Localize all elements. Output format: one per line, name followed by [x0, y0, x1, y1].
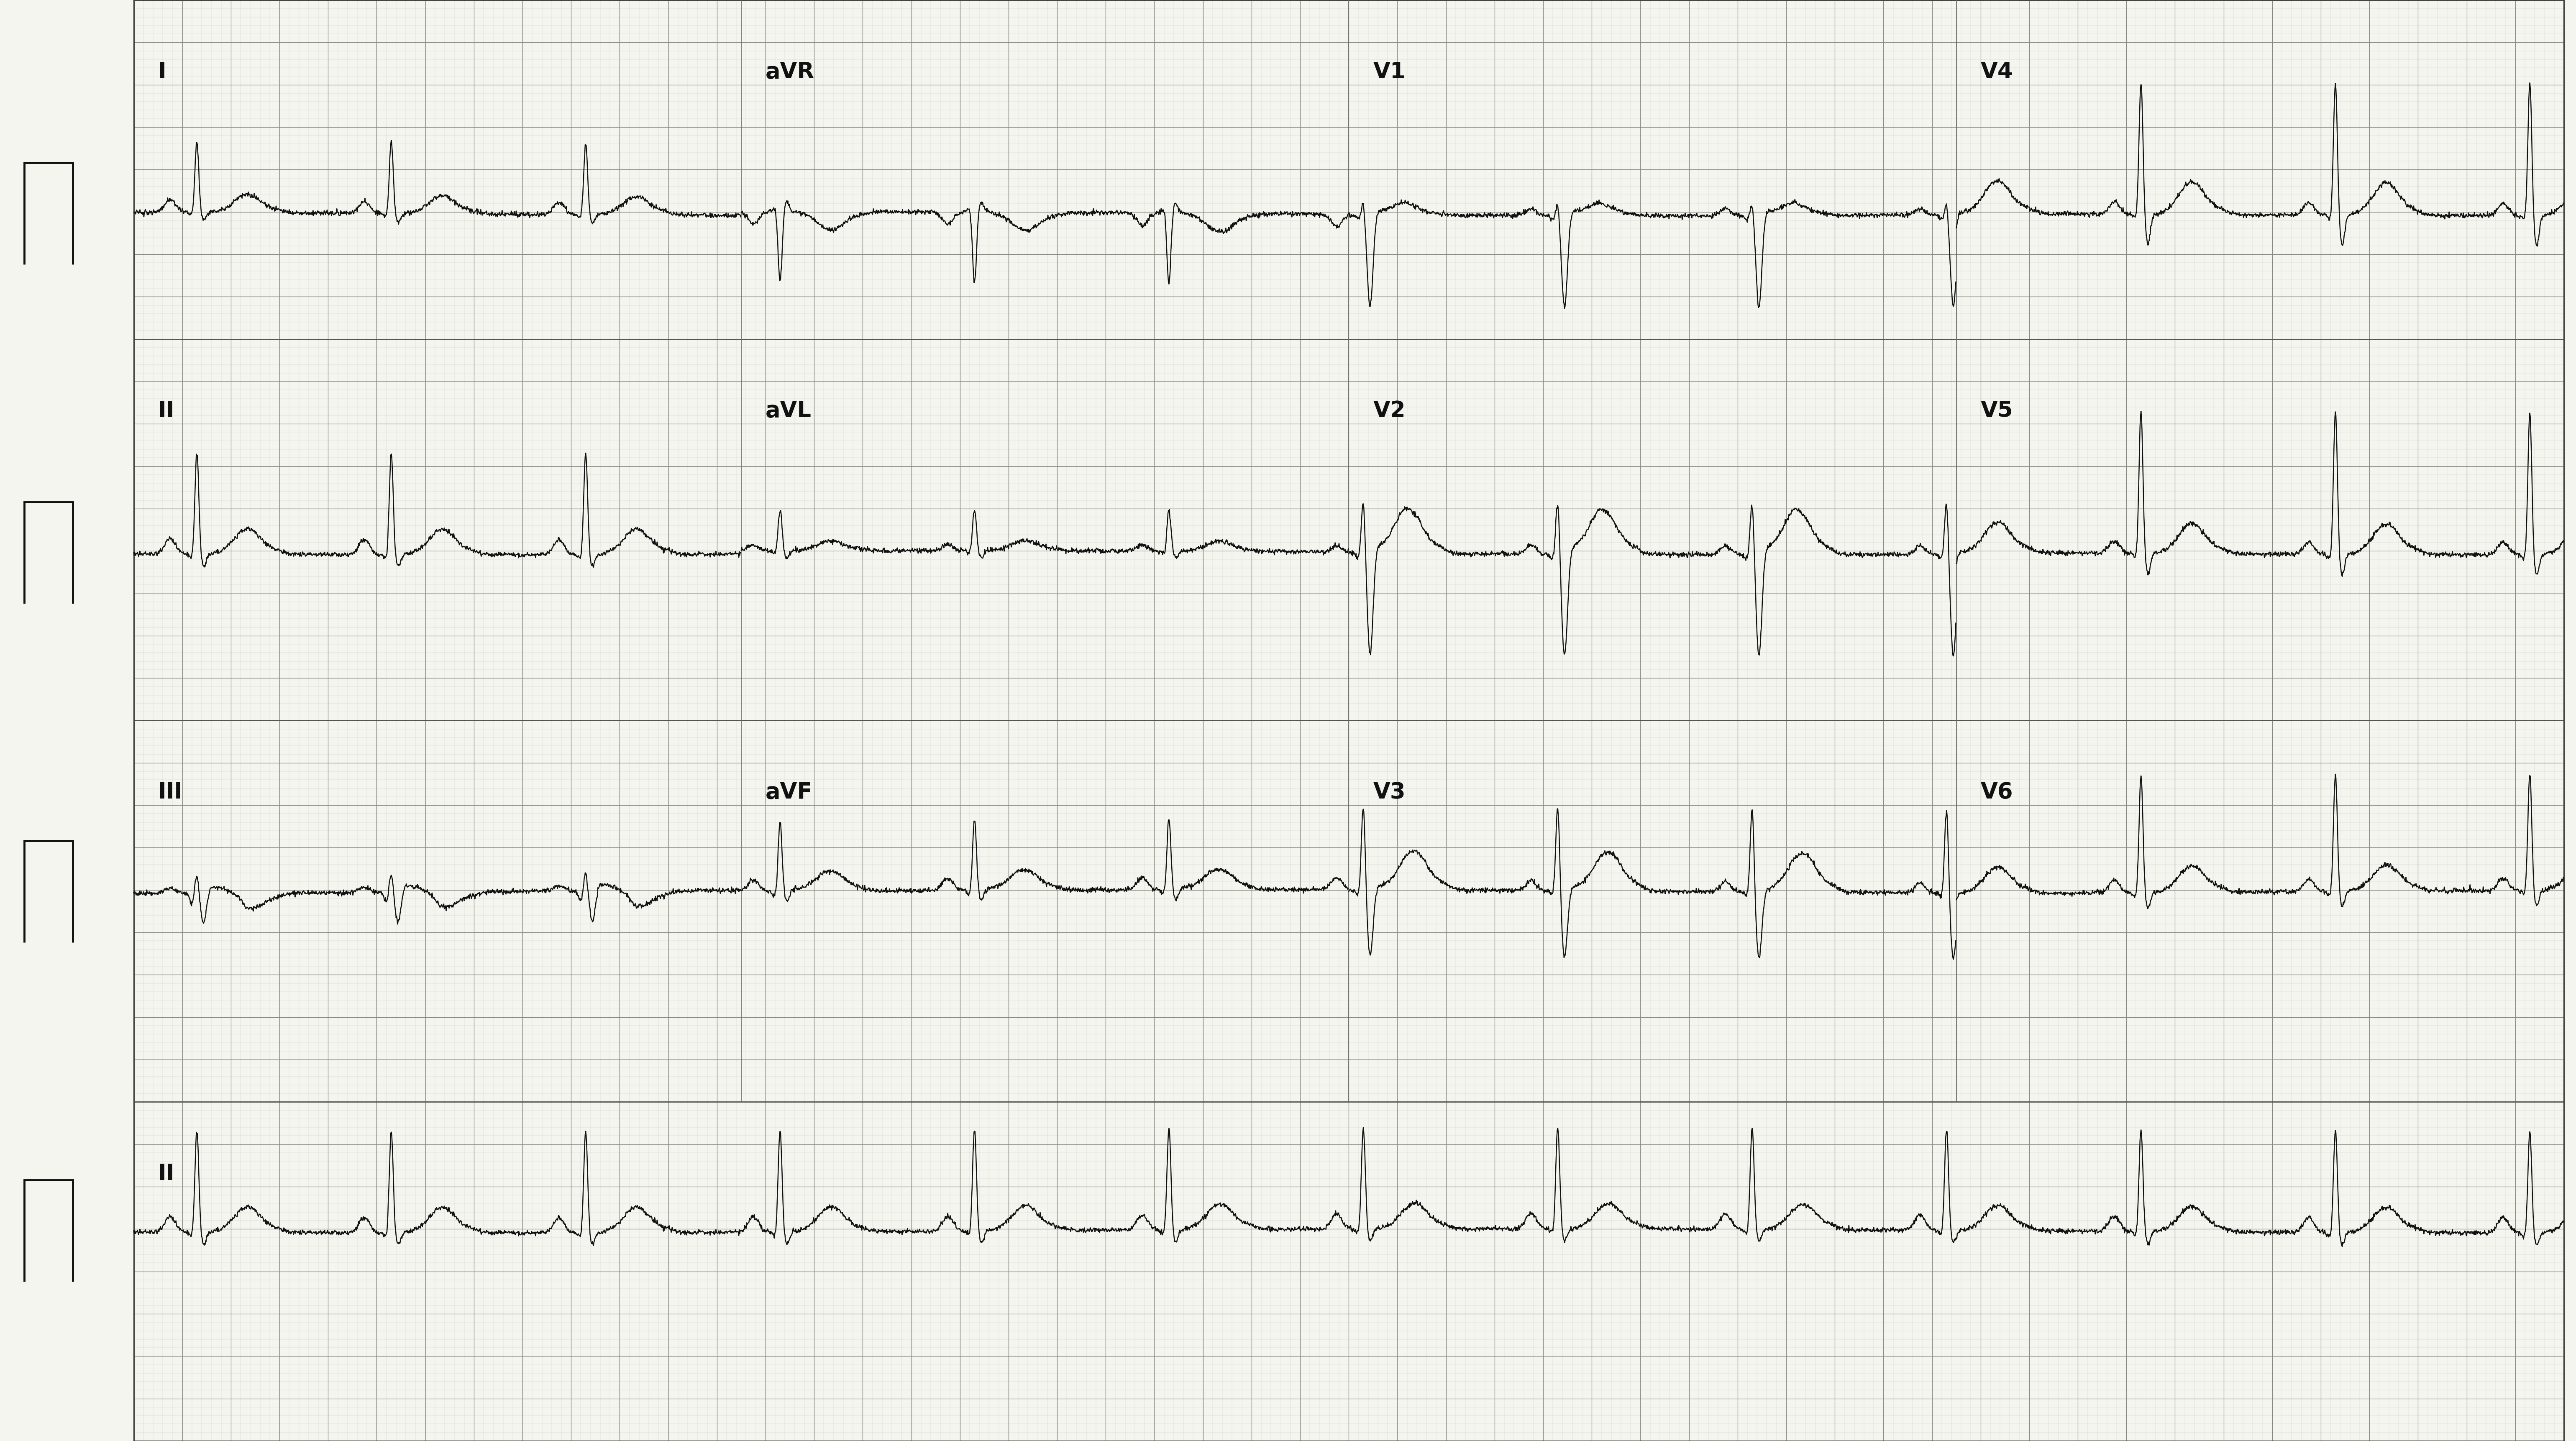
Text: aVR: aVR: [765, 61, 814, 82]
Text: III: III: [157, 781, 183, 803]
Text: V3: V3: [1373, 781, 1406, 803]
Text: II: II: [157, 401, 175, 422]
Text: I: I: [157, 61, 167, 82]
Text: V4: V4: [1981, 61, 2012, 82]
Text: V1: V1: [1373, 61, 1406, 82]
Text: V2: V2: [1373, 401, 1406, 422]
Text: V6: V6: [1981, 781, 2012, 803]
Text: V5: V5: [1981, 401, 2012, 422]
Text: aVL: aVL: [765, 401, 811, 422]
Text: aVF: aVF: [765, 781, 811, 803]
Text: II: II: [157, 1163, 175, 1185]
